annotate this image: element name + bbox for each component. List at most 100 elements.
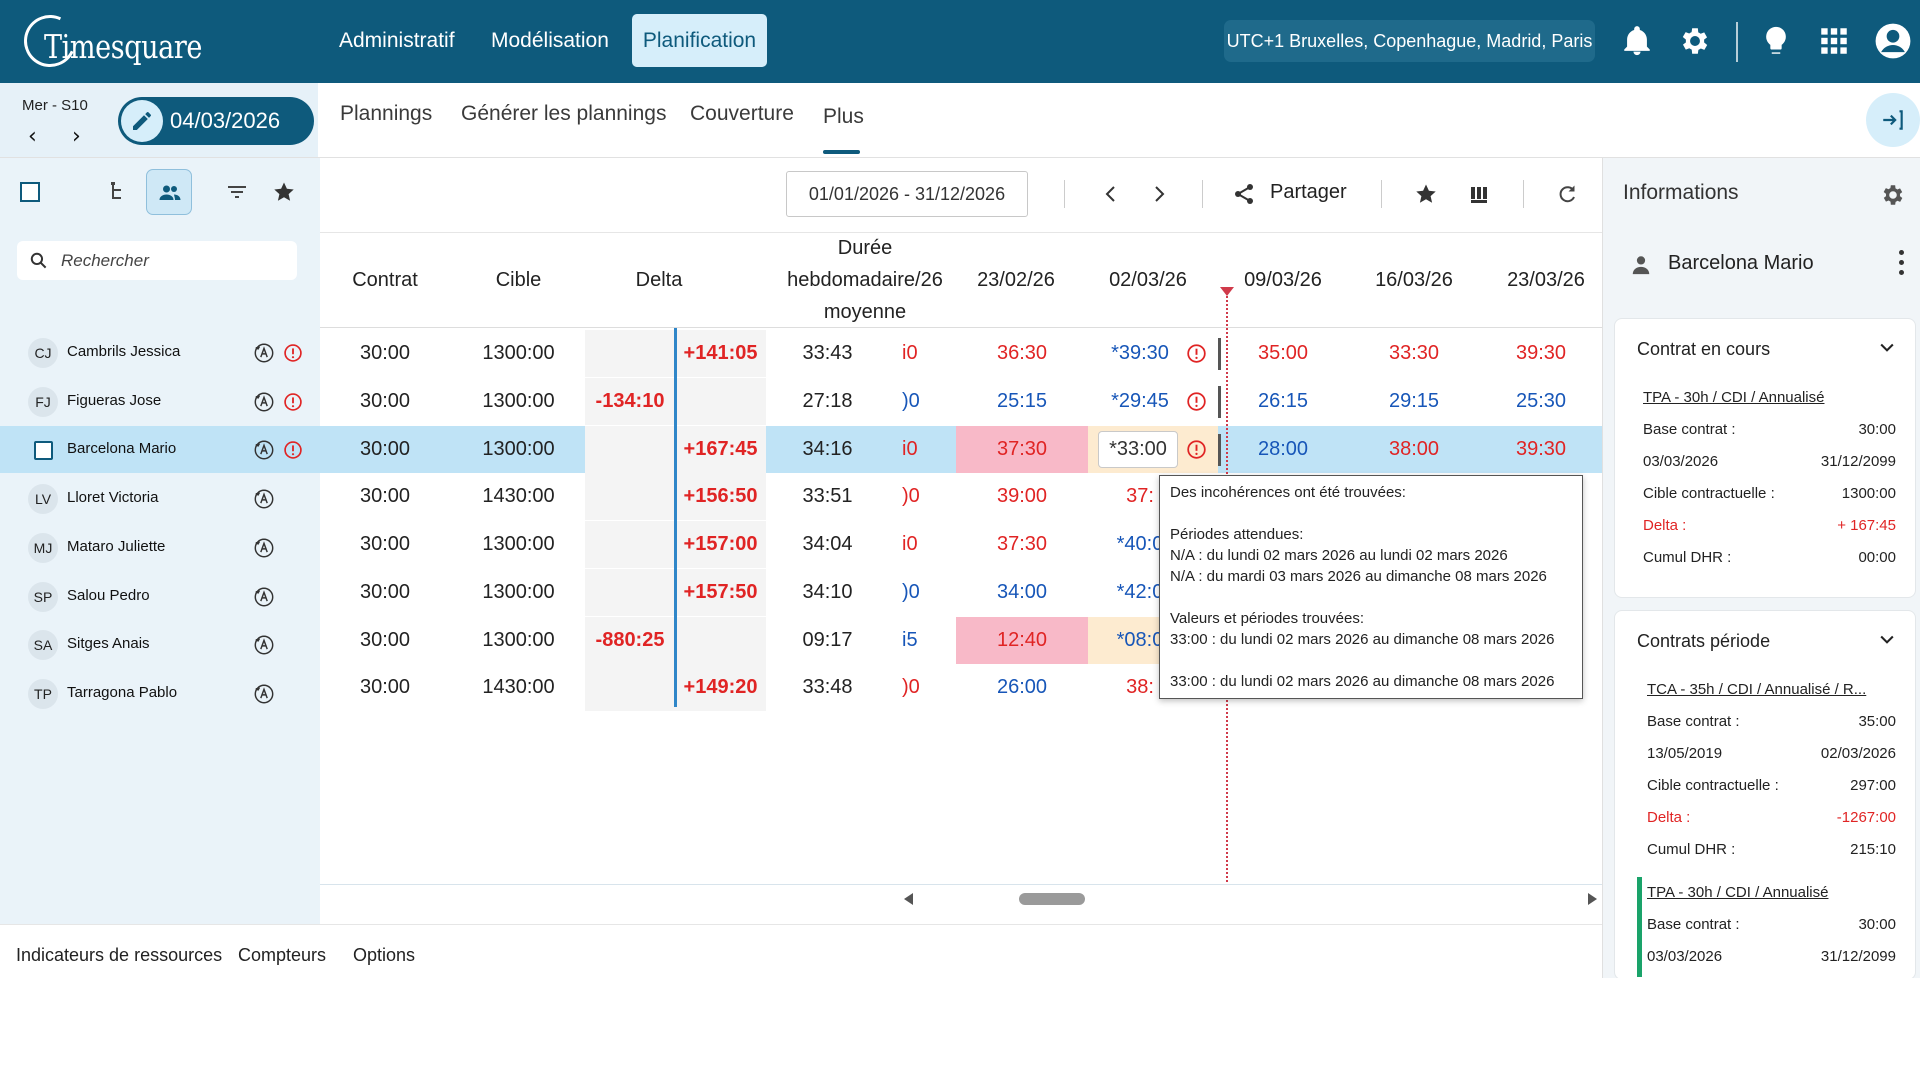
- table-row[interactable]: 30:00 1430:00 +149:20 33:48)0 26:00 38:: [320, 664, 1602, 711]
- prev-period-button[interactable]: [1099, 178, 1121, 210]
- next-day-arrow[interactable]: ›: [72, 124, 81, 149]
- auto-assign-icon[interactable]: [253, 488, 275, 510]
- tab-plannings[interactable]: Plannings: [340, 102, 433, 125]
- cell-week[interactable]: 26:15: [1257, 390, 1309, 412]
- refresh-button[interactable]: [1555, 178, 1581, 210]
- gear-icon[interactable]: [1678, 24, 1712, 58]
- scroll-left-icon[interactable]: [904, 893, 913, 905]
- prev-day-arrow[interactable]: ‹: [28, 124, 37, 149]
- contract-link[interactable]: TCA - 35h / CDI / Annualisé / R...: [1647, 681, 1867, 698]
- cell-week[interactable]: 37:30: [956, 426, 1088, 473]
- table-row[interactable]: 30:00 1430:00 +156:50 33:51)0 39:00 37:: [320, 473, 1602, 520]
- auto-assign-icon[interactable]: [253, 391, 275, 413]
- cell-week[interactable]: 28:00: [1257, 438, 1309, 460]
- cell-week[interactable]: 35:00: [1257, 342, 1309, 364]
- employee-row[interactable]: SA Sitges Anais: [0, 621, 320, 668]
- col-header-w2[interactable]: 02/03/26: [1109, 269, 1187, 291]
- col-header-w3[interactable]: 09/03/26: [1244, 269, 1322, 291]
- nav-planification[interactable]: Planification: [632, 14, 767, 67]
- tab-couverture[interactable]: Couverture: [690, 102, 794, 125]
- cell-week[interactable]: 12:40: [956, 617, 1088, 664]
- collapse-panel-button[interactable]: [1866, 93, 1920, 147]
- selected-employee[interactable]: Barcelona Mario: [1610, 240, 1920, 290]
- cell-week[interactable]: 29:15: [1388, 390, 1440, 412]
- cell-week[interactable]: *39:30: [1111, 342, 1169, 364]
- table-row[interactable]: 30:00 1300:00 +157:00 34:04 i0 37:30 *40:0: [320, 521, 1602, 568]
- cell-week[interactable]: 38:00: [1388, 438, 1440, 460]
- employee-row[interactable]: SP Salou Pedro: [0, 573, 320, 620]
- auto-assign-icon[interactable]: [253, 537, 275, 559]
- employee-row[interactable]: MJ Mataro Juliette: [0, 524, 320, 571]
- error-icon[interactable]: [1186, 439, 1207, 460]
- favorite-button[interactable]: [1414, 178, 1440, 210]
- hierarchy-view-button[interactable]: [95, 169, 141, 215]
- bell-icon[interactable]: [1620, 24, 1654, 58]
- timezone-selector[interactable]: UTC+1 Bruxelles, Copenhague, Madrid, Par…: [1224, 20, 1595, 62]
- table-row[interactable]: 30:00 1300:00 -134:10 27:18)0 25:15 *29:45 26:…: [320, 378, 1602, 425]
- lightbulb-icon[interactable]: [1759, 24, 1793, 58]
- favorites-button[interactable]: [261, 169, 307, 215]
- cell-week[interactable]: 34:00: [996, 581, 1048, 603]
- cell-week[interactable]: 25:15: [996, 390, 1048, 412]
- contract-link[interactable]: TPA - 30h / CDI / Annualisé: [1647, 884, 1829, 901]
- cell-week[interactable]: 37:30: [996, 533, 1048, 555]
- cell-week[interactable]: 25:30: [1515, 390, 1567, 412]
- account-icon[interactable]: [1874, 22, 1912, 60]
- error-icon[interactable]: [1186, 343, 1207, 364]
- auto-assign-icon[interactable]: [253, 586, 275, 608]
- scroll-thumb[interactable]: [1019, 893, 1085, 905]
- apps-grid-icon[interactable]: [1817, 24, 1851, 58]
- employee-row[interactable]: Barcelona Mario: [0, 426, 320, 473]
- tab-plus[interactable]: Plus: [823, 105, 864, 128]
- col-header-contrat[interactable]: Contrat: [352, 269, 418, 291]
- employee-checkbox[interactable]: [34, 441, 53, 460]
- nav-modelisation[interactable]: Modélisation: [491, 29, 609, 52]
- cell-week[interactable]: 39:30: [1515, 342, 1567, 364]
- col-header-w5[interactable]: 23/03/26: [1507, 269, 1585, 291]
- error-icon[interactable]: [283, 440, 303, 460]
- cell-week[interactable]: 39:00: [996, 485, 1048, 507]
- select-all-checkbox[interactable]: [7, 169, 53, 215]
- col-header-duree[interactable]: Durée hebdomadaire/26 moyenne: [765, 232, 965, 328]
- employee-row[interactable]: LV Lloret Victoria: [0, 475, 320, 522]
- col-header-cible[interactable]: Cible: [495, 269, 542, 291]
- col-header-w4[interactable]: 16/03/26: [1375, 269, 1453, 291]
- current-date-pill[interactable]: 04/03/2026: [118, 97, 314, 145]
- employee-row[interactable]: TP Tarragona Pablo: [0, 670, 320, 717]
- timesquare-logo[interactable]: Timesquare: [16, 7, 202, 75]
- cell-week[interactable]: *42:0: [1116, 581, 1164, 603]
- auto-assign-icon[interactable]: [253, 342, 275, 364]
- tab-compteurs[interactable]: Compteurs: [238, 945, 327, 965]
- horizontal-scrollbar[interactable]: [320, 884, 1602, 924]
- table-row[interactable]: 30:00 1300:00 +167:45 34:16 i0 37:30 *33:00 28:…: [320, 426, 1602, 473]
- cell-week[interactable]: 33:30: [1388, 342, 1440, 364]
- col-header-delta[interactable]: Delta: [635, 269, 683, 291]
- scroll-right-icon[interactable]: [1588, 893, 1597, 905]
- filter-button[interactable]: [214, 169, 260, 215]
- chevron-down-icon[interactable]: [1877, 629, 1897, 649]
- search-input[interactable]: [61, 245, 281, 276]
- edit-date-icon[interactable]: [121, 100, 163, 142]
- cell-week[interactable]: *40:0: [1116, 533, 1164, 555]
- table-row[interactable]: 30:00 1300:00 +157:50 34:10)0 34:00 *42:0: [320, 569, 1602, 616]
- auto-assign-icon[interactable]: [253, 634, 275, 656]
- cell-week[interactable]: 39:30: [1515, 438, 1567, 460]
- col-header-w1[interactable]: 23/02/26: [977, 269, 1055, 291]
- gear-icon[interactable]: [1880, 182, 1906, 208]
- tab-options[interactable]: Options: [353, 945, 416, 965]
- cell-week[interactable]: *29:45: [1111, 390, 1169, 412]
- more-options-icon[interactable]: [1899, 250, 1905, 278]
- cell-week[interactable]: 36:30: [996, 342, 1048, 364]
- tab-generer-plannings[interactable]: Générer les plannings: [461, 102, 667, 125]
- period-selector[interactable]: 01/01/2026 - 31/12/2026: [786, 171, 1028, 217]
- employee-search[interactable]: [17, 241, 297, 280]
- cell-week[interactable]: 37:: [1126, 485, 1154, 507]
- next-period-button[interactable]: [1147, 178, 1169, 210]
- auto-assign-icon[interactable]: [253, 439, 275, 461]
- error-icon[interactable]: [283, 343, 303, 363]
- error-icon[interactable]: [1186, 391, 1207, 412]
- columns-button[interactable]: [1467, 178, 1491, 210]
- team-view-button[interactable]: [146, 169, 192, 215]
- employee-row[interactable]: FJ Figueras Jose: [0, 378, 320, 425]
- auto-assign-icon[interactable]: [253, 683, 275, 705]
